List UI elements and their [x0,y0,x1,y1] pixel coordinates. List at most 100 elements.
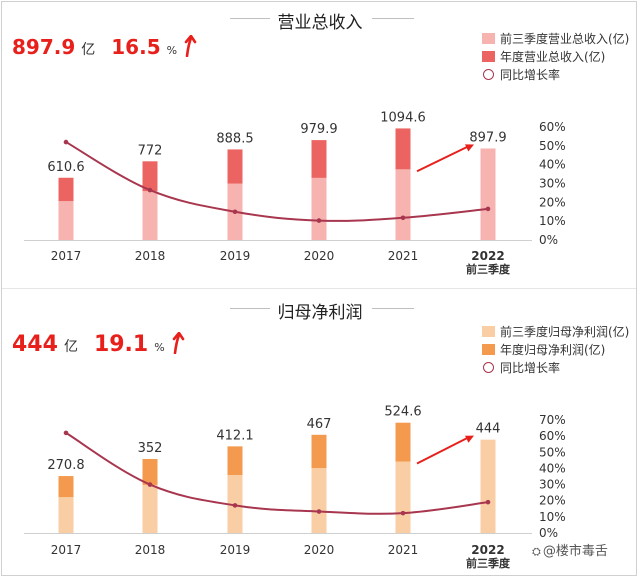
bar-quarterly [480,439,496,533]
bar-quarterly [395,169,411,240]
headline-growth-unit: % [154,341,165,354]
legend-swatch [482,344,495,355]
legend-item-growth: 同比增长率 [482,359,629,377]
y-right-tick-label: 60% [539,120,566,134]
x-tick-label: 2020 [304,249,335,263]
watermark: ⛭ @楼市毒舌 [532,540,608,559]
legend-label: 年度归母净利润(亿) [500,343,606,357]
y-right-tick-label: 10% [539,510,566,524]
y-right-tick-label: 50% [539,445,566,459]
annotation-arrow [416,145,469,173]
growth-point [147,482,153,487]
headline-unit: 亿 [81,42,96,58]
annotation-arrow-head [465,144,474,152]
bar-quarterly [58,201,74,240]
headline-unit: 亿 [63,339,78,355]
headline-growth-unit: % [166,44,178,57]
annotation-arrow-head [465,435,474,443]
growth-point [63,139,69,145]
headline-value: 444 [12,332,58,357]
growth-line [65,141,489,222]
x-tick-label: 2021 [388,543,419,557]
y-right-tick-label: 70% [539,413,566,427]
title-rule-left [230,308,270,309]
title-rule-right [372,308,414,309]
y-right-tick-label: 30% [539,177,566,191]
bar-quarterly [311,468,327,533]
x-tick-label: 2021 [388,249,419,263]
legend: 前三季度营业总收入(亿) 年度营业总收入(亿) 同比增长率 [482,30,629,84]
bar-quarterly [58,497,74,533]
x-tick-label: 2018 [135,249,166,263]
legend-swatch [482,33,495,44]
data-label: 444 [476,422,501,437]
headline-value: 897.9 [12,35,76,59]
legend-marker [483,69,494,80]
data-label: 610.6 [47,160,84,175]
legend-label: 年度营业总收入(亿) [500,50,606,64]
profit-plot: 270.8 2017 352 2018 412.1 2019 467 2020 524.6 202… [24,405,566,570]
bar-quarterly [311,177,327,240]
legend-item-annual: 年度营业总收入(亿) [482,48,629,66]
growth-point [232,209,238,215]
y-right-tick-label: 50% [539,139,566,153]
y-right-tick-label: 20% [539,195,566,209]
up-arrow-icon [172,331,184,355]
x-tick-label: 2019 [220,543,251,557]
revenue-plot: 610.6 2017 772 2018 888.5 2019 979.9 2020 1094.6… [24,110,566,276]
x-tick-sublabel: 前三季度 [466,556,511,570]
panel-divider [2,288,636,289]
legend-label: 前三季度归母净利润(亿) [500,325,630,339]
annotation-arrow [416,436,469,465]
data-label: 270.8 [47,458,84,473]
data-label: 979.9 [300,122,337,137]
x-tick-label: 2017 [51,249,82,263]
legend: 前三季度归母净利润(亿) 年度归母净利润(亿) 同比增长率 [482,323,629,377]
revenue-panel: 营业总收入 897.9 亿 16.5% 前三季度营业总收入(亿) 年度营业总收入(亿… [2,2,638,289]
up-arrow-icon [184,34,197,58]
headline-growth: 16.5 [111,35,161,59]
y-right-tick-label: 60% [539,429,566,443]
data-label: 897.9 [469,130,506,145]
data-label: 352 [138,441,163,456]
y-right-tick-label: 10% [539,214,566,228]
y-right-tick-label: 30% [539,478,566,492]
x-tick-label: 2017 [51,543,82,557]
growth-point [147,187,153,193]
growth-point [485,499,491,505]
y-right-tick-label: 0% [539,526,558,540]
data-label: 467 [307,417,332,432]
headline-growth: 19.1 [93,332,149,357]
chart-title: 营业总收入 [277,13,363,33]
watermark-icon: ⛭ [532,545,541,558]
bar-quarterly [480,148,496,240]
data-label: 888.5 [216,131,253,146]
growth-point [232,503,238,508]
legend-item-annual: 年度归母净利润(亿) [482,341,629,359]
x-tick-label: 2018 [135,543,166,557]
data-label: 524.6 [384,405,421,420]
profit-panel: 归母净利润 444 亿 19.1% 前三季度归母净利润(亿) 年度归母净利润(亿) … [2,289,638,577]
x-tick-label: 2022 [471,543,504,557]
x-tick-label: 2020 [304,543,335,557]
x-tick-label: 2022 [471,249,504,263]
x-tick-label: 2019 [220,249,251,263]
watermark-text: @楼市毒舌 [542,544,608,559]
growth-point [316,218,322,223]
growth-line [65,432,489,515]
legend-label: 前三季度营业总收入(亿) [500,32,630,46]
growth-point [485,206,491,212]
data-label: 772 [138,143,163,158]
growth-point [316,509,322,514]
y-right-tick-label: 40% [539,461,566,475]
bar-quarterly [395,461,411,533]
bar-quarterly [142,484,158,533]
legend-swatch [482,51,495,62]
data-label: 412.1 [216,428,253,443]
y-right-tick-label: 0% [539,233,558,247]
title-rule-left [230,18,270,19]
chart-title: 归母净利润 [277,303,363,323]
legend-item-quarterly: 前三季度归母净利润(亿) [482,323,629,341]
y-right-tick-label: 40% [539,158,566,172]
